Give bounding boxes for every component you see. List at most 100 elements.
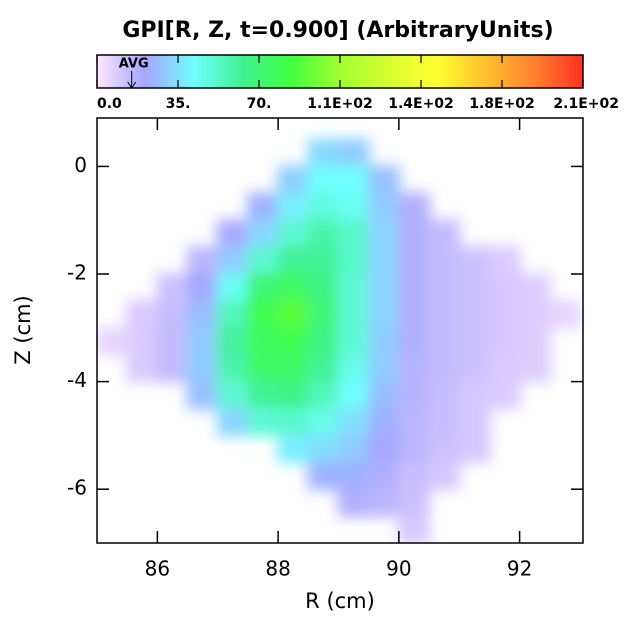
heatmap-cell	[337, 353, 370, 383]
heatmap-cell	[397, 407, 431, 437]
heatmap-cell	[458, 353, 491, 383]
heatmap-cell	[458, 380, 491, 410]
heatmap-cell	[428, 407, 461, 437]
avg-label: AVG	[119, 57, 149, 72]
heatmap-cell	[246, 219, 280, 249]
heatmap-cell	[367, 353, 400, 383]
heatmap-cell	[186, 353, 219, 383]
heatmap-cell	[397, 299, 431, 329]
heatmap-cell	[246, 353, 280, 383]
heatmap-cell	[397, 434, 431, 464]
heatmap-cell	[307, 192, 340, 222]
heatmap-cell	[397, 380, 431, 410]
heatmap-cell	[246, 246, 280, 276]
heatmap-cell	[337, 273, 370, 302]
heatmap-cell	[307, 326, 340, 356]
heatmap-cell	[277, 407, 310, 437]
heatmap-cell	[307, 299, 340, 329]
heatmap-cell	[367, 380, 400, 410]
heatmap-cell	[428, 273, 461, 302]
heatmap-cell	[428, 380, 461, 410]
heatmap-cell	[156, 326, 189, 356]
heatmap-cell	[367, 192, 400, 222]
heatmap-cell	[458, 246, 491, 276]
heatmap-cell	[518, 326, 551, 356]
x-tick-label: 88	[265, 557, 290, 581]
x-tick-label: 92	[507, 557, 532, 581]
y-axis-label: Z (cm)	[11, 295, 35, 364]
heatmap-cell	[216, 273, 249, 302]
heatmap-cell	[458, 407, 491, 437]
y-tick-label: -2	[67, 261, 87, 285]
heatmap-cell	[307, 434, 340, 464]
heatmap-cell	[277, 273, 310, 302]
heatmap-cell	[216, 299, 249, 329]
heatmap-cell	[216, 407, 249, 437]
heatmap	[97, 138, 581, 543]
heatmap-cell	[428, 461, 461, 491]
heatmap-cell	[488, 246, 521, 276]
heatmap-cell	[246, 380, 280, 410]
heatmap-cell	[488, 353, 521, 383]
heatmap-cell	[428, 219, 461, 249]
heatmap-cell	[216, 380, 249, 410]
colorbar-tick-label: 2.1E+02	[553, 96, 619, 112]
heatmap-cell	[97, 326, 129, 356]
colorbar-tick-label: 0.0	[97, 96, 122, 112]
heatmap-cell	[277, 192, 310, 222]
heatmap-cell	[337, 219, 370, 249]
heatmap-cell	[337, 380, 370, 410]
heatmap-cell	[307, 165, 340, 195]
heatmap-cell	[126, 353, 159, 383]
heatmap-cell	[126, 299, 159, 329]
heatmap-cell	[367, 461, 400, 491]
y-tick-label: -4	[67, 368, 87, 392]
heatmap-cell	[397, 515, 431, 543]
heatmap-cell	[246, 407, 280, 437]
heatmap-cell	[367, 299, 400, 329]
heatmap-cell	[397, 461, 431, 491]
heatmap-cell	[277, 434, 310, 464]
heatmap-cell	[397, 353, 431, 383]
x-axis-label: R (cm)	[305, 589, 375, 613]
heatmap-cell	[397, 326, 431, 356]
heatmap-cell	[337, 326, 370, 356]
colorbar-tick-label: 35.	[166, 96, 191, 112]
heatmap-cell	[307, 273, 340, 302]
heatmap-cell	[367, 246, 400, 276]
heatmap-cell	[307, 380, 340, 410]
heatmap-cell	[126, 326, 159, 356]
heatmap-cell	[458, 299, 491, 329]
heatmap-cell	[277, 165, 310, 195]
heatmap-cell	[307, 219, 340, 249]
colorbar-tick-label: 70.	[247, 96, 272, 112]
heatmap-cell	[186, 273, 219, 302]
heatmap-cell	[397, 273, 431, 302]
heatmap-cell	[428, 326, 461, 356]
heatmap-cell	[488, 273, 521, 302]
chart-title: GPI[R, Z, t=0.900] (ArbitraryUnits)	[122, 18, 553, 43]
heatmap-cell	[216, 246, 249, 276]
heatmap-cell	[337, 165, 370, 195]
heatmap-cell	[337, 434, 370, 464]
heatmap-cell	[277, 246, 310, 276]
heatmap-cell	[397, 219, 431, 249]
heatmap-cell	[337, 299, 370, 329]
heatmap-cell	[186, 299, 219, 329]
x-tick-label: 90	[386, 557, 411, 581]
heatmap-cell	[428, 299, 461, 329]
heatmap-cell	[307, 461, 340, 491]
heatmap-cell	[488, 326, 521, 356]
heatmap-cell	[216, 219, 249, 249]
heatmap-cell	[246, 299, 280, 329]
heatmap-cell	[337, 138, 370, 168]
x-tick-label: 86	[145, 557, 170, 581]
heatmap-cell	[488, 299, 521, 329]
heatmap-cell	[156, 273, 189, 302]
heatmap-cell	[518, 273, 551, 302]
colorbar-tick-label: 1.8E+02	[469, 96, 535, 112]
heatmap-cell	[246, 192, 280, 222]
heatmap-cell	[367, 407, 400, 437]
